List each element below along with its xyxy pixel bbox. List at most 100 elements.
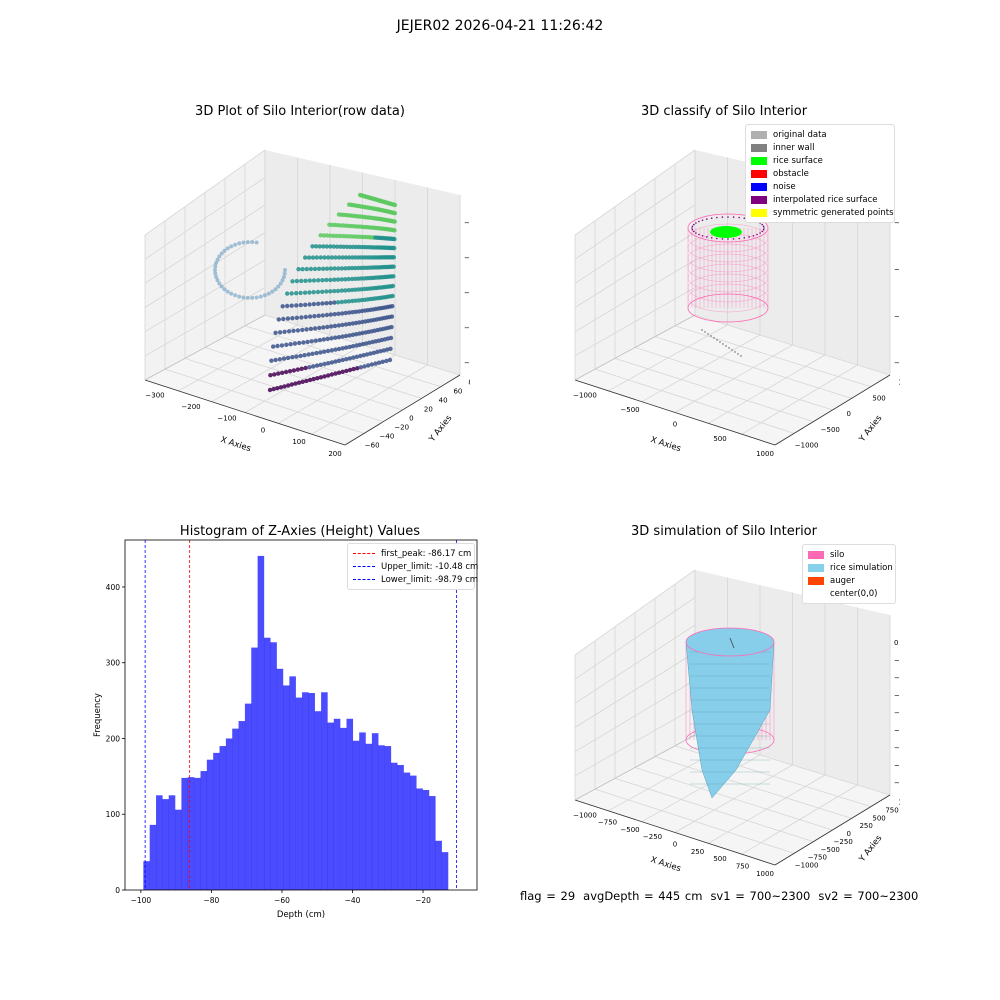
classify-xtick: −1000 xyxy=(573,391,597,399)
histogram-bar xyxy=(289,676,296,890)
classify-xtick: −500 xyxy=(620,406,639,414)
raw-xtick: −100 xyxy=(217,415,236,423)
y-tick-label: 0 xyxy=(115,886,120,895)
histogram-bar xyxy=(384,746,392,890)
simulation-ytick: 250 xyxy=(859,822,872,830)
histogram-bar xyxy=(283,685,290,890)
classify-xlabel: X Axies xyxy=(649,435,682,454)
simulation-ytick: 0 xyxy=(847,830,851,838)
y-axis: 0 100 200 300 400 xyxy=(106,583,125,895)
legend-label: rice simulation xyxy=(830,562,893,573)
histogram-bar xyxy=(175,809,182,890)
simulation-ytick: −250 xyxy=(834,838,853,846)
simulation-silo xyxy=(685,627,775,799)
legend-label: obstacle xyxy=(773,168,809,179)
histogram-bar xyxy=(435,840,442,890)
histogram-bar xyxy=(238,721,246,890)
histogram-chart: −100 −80 −60 −40 −20 0 100 200 300 400 Depth (cm) F… xyxy=(93,539,478,920)
histogram-bar xyxy=(149,824,157,890)
histogram-bar xyxy=(181,777,188,890)
raw-xtick: −200 xyxy=(181,403,200,411)
histogram-bar xyxy=(244,703,252,890)
simulation-ticks: −1000−750−500−25002505007501000−1000−750… xyxy=(573,639,900,878)
legend-label: Upper_limit: -10.48 cm xyxy=(381,561,479,572)
x-tick-label: −60 xyxy=(274,896,290,905)
classify-ytick: −1000 xyxy=(795,442,819,450)
legend-item: noise xyxy=(751,180,889,193)
histogram-bar xyxy=(365,743,373,890)
classify-ytick: 500 xyxy=(872,394,885,402)
histogram-bar xyxy=(187,777,195,890)
classify-ztick: −2000 xyxy=(894,359,900,367)
raw-ytick: 0 xyxy=(409,415,413,423)
histogram-bars xyxy=(143,555,449,890)
legend-label: interpolated rice surface xyxy=(773,194,878,205)
x-axis-label: Depth (cm) xyxy=(277,910,325,920)
legend-item: rice surface xyxy=(751,154,889,167)
simulation-ztick: 0 xyxy=(894,639,898,647)
histogram-bar xyxy=(168,795,176,890)
histogram-bar xyxy=(422,790,430,890)
histogram-title: Histogram of Z-Axies (Height) Values xyxy=(179,524,421,539)
simulation-xtick: −750 xyxy=(598,819,617,827)
legend-swatch xyxy=(751,195,767,204)
reference-lines xyxy=(144,540,458,890)
legend-label: inner wall xyxy=(773,142,815,153)
histogram-bar xyxy=(270,642,277,890)
histogram-bar xyxy=(162,799,169,890)
legend-swatch xyxy=(808,563,824,572)
classify-ytick: 0 xyxy=(847,410,851,418)
legend-label: silo xyxy=(830,549,845,560)
raw-ztick: −100 xyxy=(464,359,470,367)
simulation-ylabel: Y Axies xyxy=(857,833,885,865)
legend-swatch xyxy=(808,590,824,598)
legend-item: Upper_limit: -10.48 cm xyxy=(353,560,478,573)
histogram-bar xyxy=(390,762,398,890)
legend-item: center(0,0) xyxy=(808,587,890,600)
histogram-bar xyxy=(263,637,271,890)
histogram-bar xyxy=(397,765,404,890)
histogram-bar xyxy=(200,771,208,890)
legend-line-swatch xyxy=(353,579,375,580)
histogram-bar xyxy=(352,740,360,890)
raw-axes xyxy=(144,149,461,446)
simulation-ztick: −1750 xyxy=(894,762,900,770)
raw-ticks: −300−200−1000100200−60−40−20020406080−20… xyxy=(145,219,470,458)
legend-swatch xyxy=(751,182,767,191)
legend-label: first_peak: -86.17 cm xyxy=(381,548,472,559)
simulation-ytick: −750 xyxy=(808,854,827,862)
legend-line-swatch xyxy=(353,553,375,554)
legend-item: first_peak: -86.17 cm xyxy=(353,547,472,560)
simulation-ztick: −1000 xyxy=(894,709,900,717)
raw-ytick: 40 xyxy=(439,397,448,405)
classify-ztick: −1500 xyxy=(894,312,900,320)
legend-label: noise xyxy=(773,181,796,192)
histogram-bar xyxy=(403,772,411,890)
rice-surface-patch xyxy=(710,226,742,238)
histogram-bar xyxy=(251,647,258,890)
classify-xtick: 0 xyxy=(673,421,677,429)
classify-ytick: 1000 xyxy=(898,379,900,387)
simulation-ytick: 1000 xyxy=(898,799,900,807)
histogram-bar xyxy=(359,732,366,890)
simulation-ytick: −1000 xyxy=(795,862,819,870)
legend-label: symmetric generated points xyxy=(773,207,894,218)
raw-xtick: 100 xyxy=(292,438,305,446)
raw-ztick: −80 xyxy=(464,324,470,332)
legend-label: original data xyxy=(773,129,827,140)
histogram-bar xyxy=(321,692,328,890)
simulation-xtick: −250 xyxy=(643,833,662,841)
x-tick-label: −80 xyxy=(203,896,219,905)
simulation-ytick: 500 xyxy=(872,814,885,822)
simulation-ytick: −500 xyxy=(821,846,840,854)
legend-swatch xyxy=(751,208,767,217)
histogram-bar xyxy=(429,796,436,890)
histogram-bar xyxy=(276,668,284,890)
y-tick-label: 100 xyxy=(106,810,121,819)
plot-frame xyxy=(124,539,478,891)
raw-ytick: 80 xyxy=(468,379,470,387)
legend-item: rice simulation xyxy=(808,561,893,574)
legend-swatch xyxy=(808,550,824,559)
x-tick-label: −100 xyxy=(131,896,152,905)
histogram-bar xyxy=(143,861,150,890)
